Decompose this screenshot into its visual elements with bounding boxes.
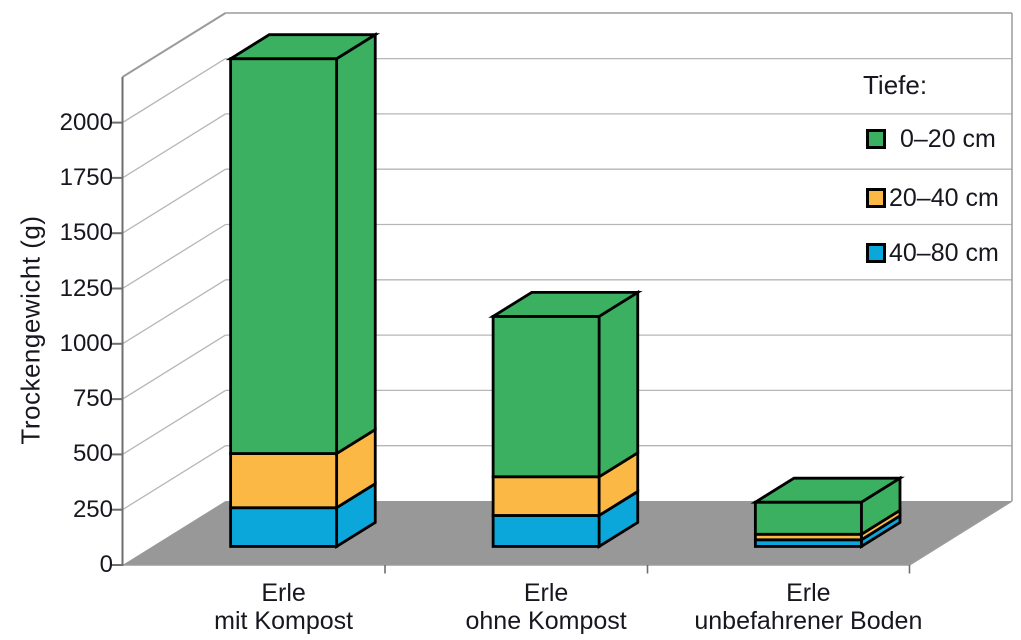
bar-top-face [225, 33, 381, 61]
gridline-wall [122, 334, 226, 400]
bar-top-face [488, 290, 643, 318]
category-label-line: mit Kompost [214, 607, 354, 635]
category-label-line: Erle [786, 579, 831, 607]
y-tick-label: 1000 [59, 329, 113, 357]
y-tick-label: 1750 [59, 163, 113, 191]
bar-segment-side [335, 32, 377, 457]
bar-segment-front [491, 514, 601, 548]
category-label: Erle mit Kompost [104, 579, 464, 635]
gridline-wall [122, 58, 226, 124]
wall-top-left-edge [121, 12, 227, 78]
y-tick-label: 1250 [59, 274, 113, 302]
floor-right-edge [909, 500, 1013, 566]
gridline-wall [122, 279, 226, 345]
bar-segment-front [229, 452, 339, 510]
y-tick-label: 750 [72, 385, 113, 413]
bar-segment-front [491, 314, 601, 479]
category-label: Erle ohne Kompost [366, 579, 726, 635]
y-tick-label: 500 [72, 440, 113, 468]
gridline-wall [122, 113, 226, 179]
y-tick-label: 2000 [59, 108, 113, 136]
y-tick-label: 0 [99, 551, 113, 578]
category-label-line: Erle [523, 579, 569, 607]
y-tick-label: 1500 [59, 219, 113, 247]
gridline-wall [122, 389, 226, 455]
bar-top-face [750, 476, 905, 504]
category-label: Erle unbefahrener Boden [628, 579, 988, 635]
bar-segment-side [597, 289, 640, 480]
bar-segment-front [229, 57, 339, 455]
gridline-wall [122, 223, 226, 290]
category-label-line: unbefahrener Boden [694, 607, 923, 635]
bar-segment-front [229, 506, 339, 548]
gridline-wall [122, 168, 226, 234]
bar-segment-front [753, 500, 863, 536]
y-tick-label: 250 [72, 495, 113, 523]
category-label-line: Erle [261, 579, 306, 607]
gridline-wall [122, 445, 226, 511]
bar-segment-front [491, 475, 601, 517]
category-label-line: ohne Kompost [465, 607, 627, 635]
